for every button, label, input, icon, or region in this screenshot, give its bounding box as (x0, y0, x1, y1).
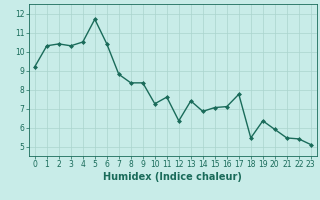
X-axis label: Humidex (Indice chaleur): Humidex (Indice chaleur) (103, 172, 242, 182)
